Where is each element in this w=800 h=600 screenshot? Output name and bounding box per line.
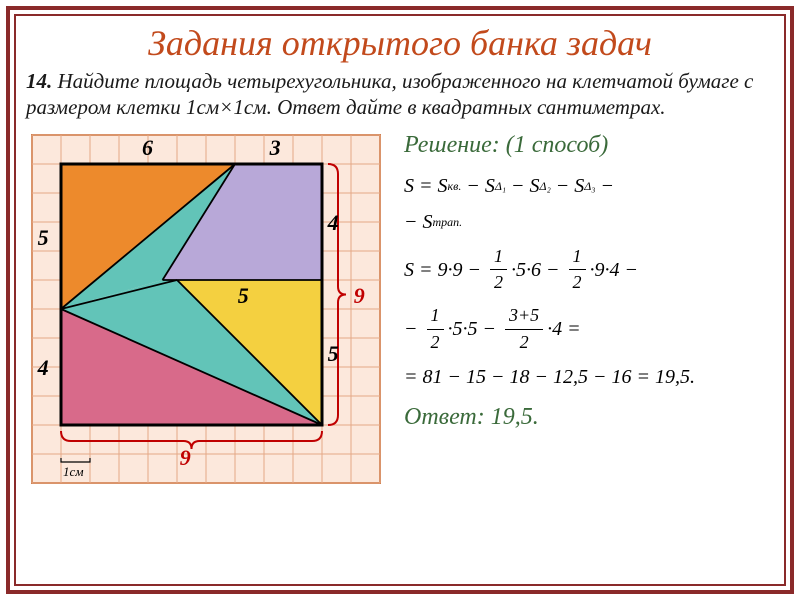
- dimension-label: 5: [328, 341, 339, 367]
- inner-frame: Задания открытого банка задач 14. Найдит…: [14, 14, 786, 586]
- formula-2: S = 9·9 − 12 ·5·6 − 12 ·9·4 −: [404, 244, 774, 295]
- formula-1b: − Sтрап.: [404, 208, 774, 236]
- problem-number: 14.: [26, 69, 52, 93]
- dimension-label: 5: [38, 225, 49, 251]
- solution-block: Решение: (1 способ) S = Sкв. − SΔ₁ − SΔ₂…: [386, 129, 774, 529]
- formula-3: = 81 − 15 − 18 − 12,5 − 16 = 19,5.: [404, 363, 774, 391]
- dimension-label: 4: [328, 210, 339, 236]
- formula-1: S = Sкв. − SΔ₁ − SΔ₂ − SΔ₃ −: [404, 172, 774, 200]
- content-row: 6 3 5 4 4 5 5 9 9 1см Решение: (1 способ) S = Sк…: [26, 129, 774, 529]
- dimension-label: 9: [180, 445, 191, 471]
- dimension-label: 9: [354, 283, 365, 309]
- page-title: Задания открытого банка задач: [26, 22, 774, 64]
- dimension-label: 3: [270, 135, 281, 161]
- dimension-label: 6: [142, 135, 153, 161]
- dimension-label: 5: [238, 283, 249, 309]
- formula-2b: − 12 ·5·5 − 3+52 ·4 =: [404, 303, 774, 354]
- figure: 6 3 5 4 4 5 5 9 9 1см: [26, 129, 386, 529]
- problem-text: 14. Найдите площадь четырехугольника, из…: [26, 68, 774, 121]
- solution-header: Решение: (1 способ): [404, 129, 774, 163]
- problem-body: Найдите площадь четырехугольника, изобра…: [26, 69, 753, 119]
- answer: Ответ: 19,5.: [404, 401, 774, 435]
- dimension-label: 4: [38, 355, 49, 381]
- outer-frame: Задания открытого банка задач 14. Найдит…: [6, 6, 794, 594]
- scale-label: 1см: [63, 464, 84, 480]
